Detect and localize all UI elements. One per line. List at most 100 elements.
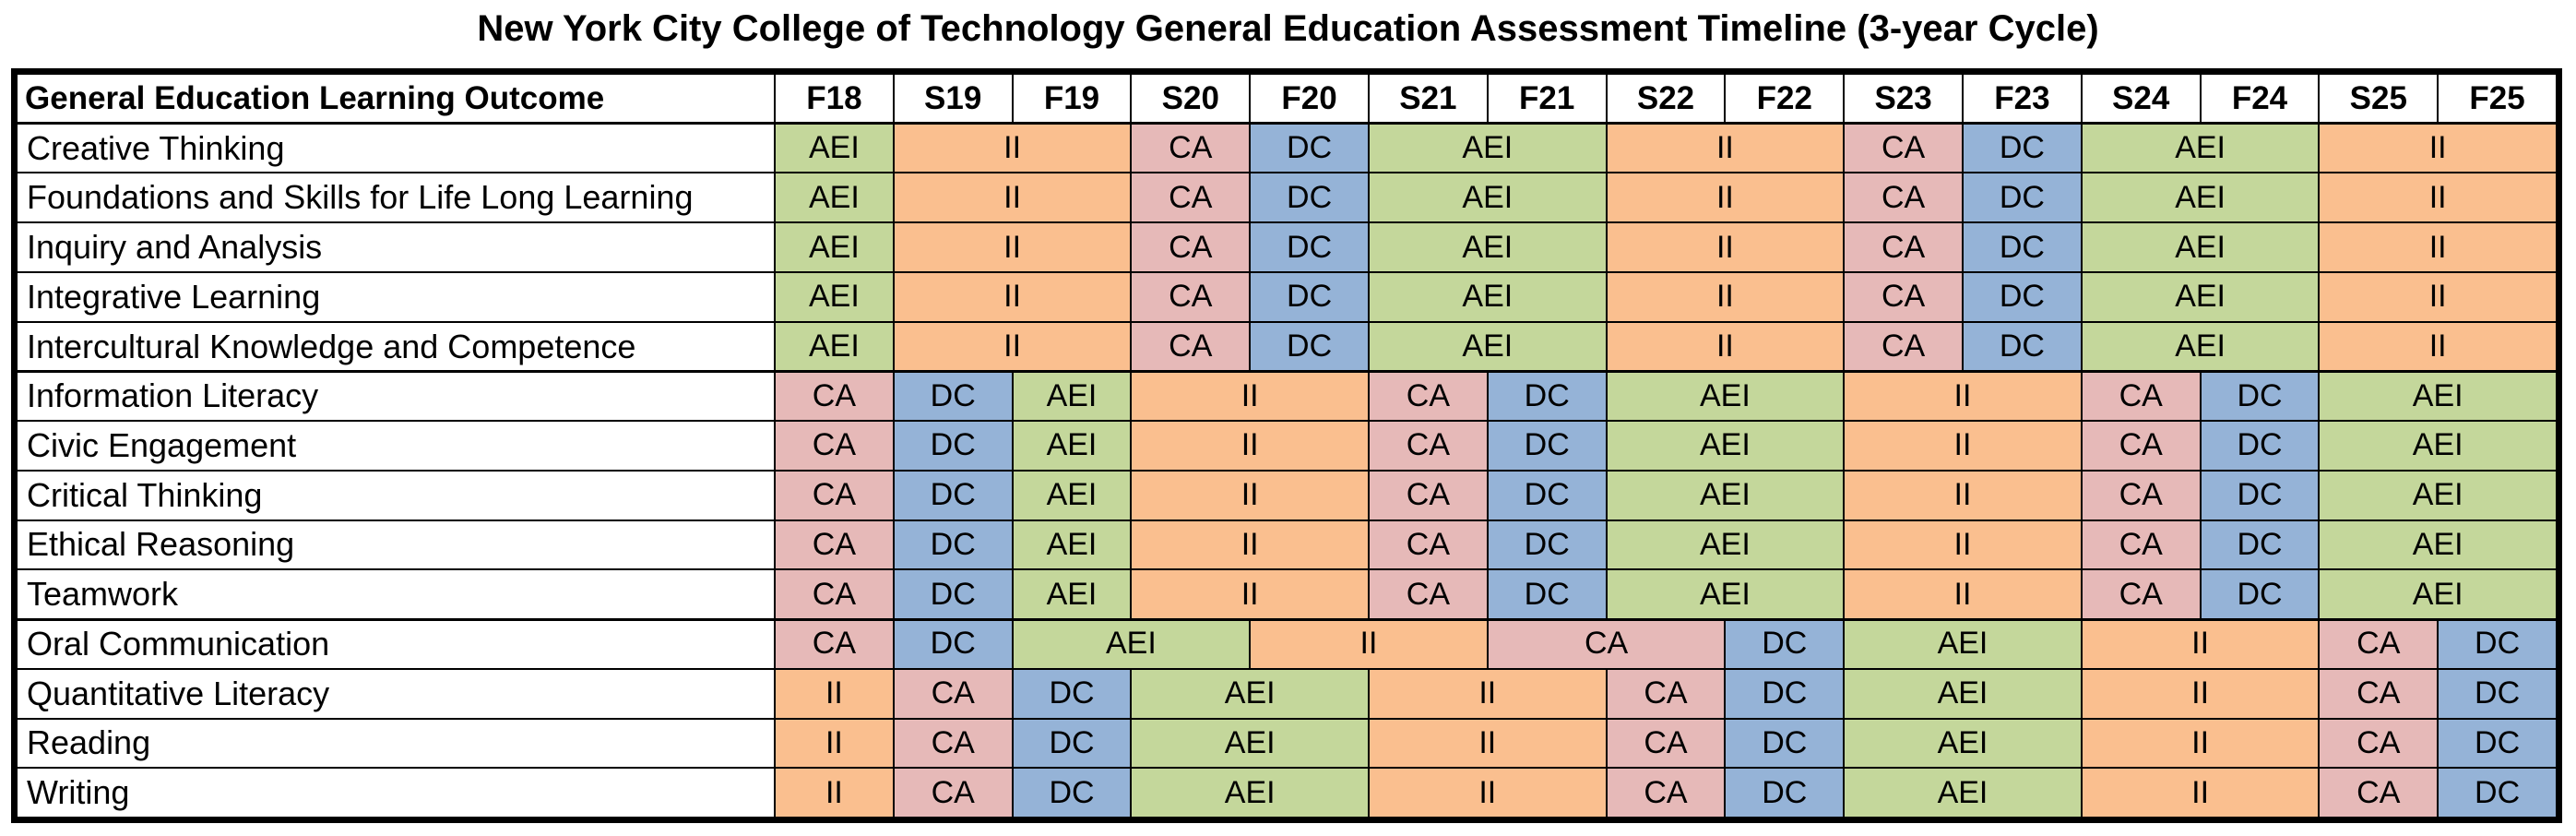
phase-cell-ii: II — [1369, 768, 1607, 818]
term-header-s24: S24 — [2081, 74, 2201, 124]
term-header-s21: S21 — [1369, 74, 1488, 124]
phase-cell-ca: CA — [1369, 569, 1488, 620]
group-divider — [17, 617, 2557, 621]
phase-cell-aei: AEI — [1369, 123, 1607, 173]
phase-cell-ca: CA — [1369, 470, 1488, 520]
outcome-row-label: Critical Thinking — [17, 470, 775, 520]
phase-cell-dc: DC — [1725, 718, 1845, 769]
phase-cell-ii: II — [775, 718, 894, 769]
phase-cell-aei: AEI — [1844, 768, 2082, 818]
phase-cell-dc: DC — [1725, 668, 1845, 719]
phase-cell-ca: CA — [893, 768, 1013, 818]
phase-cell-ca: CA — [775, 619, 894, 669]
phase-cell-dc: DC — [893, 619, 1013, 669]
phase-cell-aei: AEI — [2319, 520, 2557, 570]
phase-cell-ca: CA — [2081, 470, 2201, 520]
phase-cell-aei: AEI — [1844, 668, 2082, 719]
outcome-row-label: Foundations and Skills for Life Long Lea… — [17, 173, 775, 223]
phase-cell-aei: AEI — [1012, 470, 1132, 520]
phase-cell-aei: AEI — [2081, 173, 2320, 223]
phase-cell-ca: CA — [1369, 520, 1488, 570]
phase-cell-ii: II — [2319, 173, 2557, 223]
phase-cell-ii: II — [1606, 321, 1845, 372]
phase-cell-dc: DC — [1250, 321, 1369, 372]
phase-cell-aei: AEI — [1606, 421, 1845, 471]
phase-cell-dc: DC — [2438, 718, 2557, 769]
phase-cell-aei: AEI — [1012, 421, 1132, 471]
phase-cell-aei: AEI — [1012, 619, 1251, 669]
phase-cell-ca: CA — [1844, 321, 1963, 372]
term-header-s19: S19 — [893, 74, 1013, 124]
phase-cell-ii: II — [1606, 222, 1845, 272]
outcome-row-label: Writing — [17, 768, 775, 818]
phase-cell-aei: AEI — [2319, 421, 2557, 471]
outcome-row-label: Quantitative Literacy — [17, 668, 775, 719]
outcome-row-label: Reading — [17, 718, 775, 769]
phase-cell-ca: CA — [2319, 668, 2439, 719]
phase-cell-ii: II — [1131, 421, 1369, 471]
phase-cell-aei: AEI — [2319, 371, 2557, 422]
phase-cell-ii: II — [1844, 371, 2082, 422]
phase-cell-ca: CA — [1131, 173, 1251, 223]
phase-cell-aei: AEI — [2319, 569, 2557, 620]
phase-cell-ii: II — [1131, 371, 1369, 422]
outcome-row-label: Intercultural Knowledge and Competence — [17, 321, 775, 372]
phase-cell-ca: CA — [1606, 718, 1726, 769]
phase-cell-dc: DC — [1250, 271, 1369, 322]
phase-cell-ii: II — [2319, 123, 2557, 173]
phase-cell-aei: AEI — [2081, 123, 2320, 173]
phase-cell-dc: DC — [2438, 619, 2557, 669]
phase-cell-dc: DC — [1963, 321, 2082, 372]
phase-cell-ii: II — [1131, 470, 1369, 520]
phase-cell-ii: II — [2081, 619, 2320, 669]
phase-cell-ca: CA — [775, 421, 894, 471]
phase-cell-ca: CA — [1844, 123, 1963, 173]
phase-cell-ii: II — [1369, 718, 1607, 769]
phase-cell-dc: DC — [893, 569, 1013, 620]
phase-cell-aei: AEI — [1131, 718, 1369, 769]
phase-cell-dc: DC — [1012, 668, 1132, 719]
phase-cell-dc: DC — [1725, 768, 1845, 818]
phase-cell-ii: II — [1844, 569, 2082, 620]
phase-cell-dc: DC — [893, 520, 1013, 570]
phase-cell-ii: II — [775, 668, 894, 719]
phase-cell-aei: AEI — [1369, 271, 1607, 322]
phase-cell-ca: CA — [1131, 271, 1251, 322]
phase-cell-aei: AEI — [1369, 173, 1607, 223]
phase-cell-ca: CA — [775, 371, 894, 422]
outcome-row-label: Oral Communication — [17, 619, 775, 669]
phase-cell-ca: CA — [2081, 520, 2201, 570]
phase-cell-aei: AEI — [2081, 271, 2320, 322]
phase-cell-ca: CA — [775, 520, 894, 570]
phase-cell-ii: II — [1606, 123, 1845, 173]
phase-cell-ca: CA — [775, 569, 894, 620]
phase-cell-ii: II — [1131, 569, 1369, 620]
term-header-f25: F25 — [2438, 74, 2557, 124]
phase-cell-ii: II — [2081, 768, 2320, 818]
page-title: New York City College of Technology Gene… — [477, 8, 2099, 49]
phase-cell-dc: DC — [1012, 768, 1132, 818]
phase-cell-dc: DC — [2200, 421, 2320, 471]
phase-cell-aei: AEI — [1844, 718, 2082, 769]
phase-cell-dc: DC — [1725, 619, 1845, 669]
phase-cell-ca: CA — [2319, 718, 2439, 769]
term-header-f19: F19 — [1012, 74, 1132, 124]
term-header-s22: S22 — [1606, 74, 1726, 124]
phase-cell-dc: DC — [1250, 123, 1369, 173]
phase-cell-aei: AEI — [1844, 619, 2082, 669]
phase-cell-aei: AEI — [775, 321, 894, 372]
phase-cell-ca: CA — [1844, 173, 1963, 223]
phase-cell-ii: II — [1844, 520, 2082, 570]
term-header-f18: F18 — [775, 74, 894, 124]
phase-cell-ii: II — [1250, 619, 1488, 669]
term-header-s23: S23 — [1844, 74, 1963, 124]
phase-cell-aei: AEI — [1606, 371, 1845, 422]
phase-cell-aei: AEI — [1606, 520, 1845, 570]
phase-cell-ii: II — [1606, 173, 1845, 223]
phase-cell-ii: II — [2319, 321, 2557, 372]
phase-cell-ca: CA — [2319, 768, 2439, 818]
phase-cell-dc: DC — [1012, 718, 1132, 769]
term-header-f22: F22 — [1725, 74, 1845, 124]
term-header-f24: F24 — [2200, 74, 2320, 124]
phase-cell-ca: CA — [1844, 222, 1963, 272]
